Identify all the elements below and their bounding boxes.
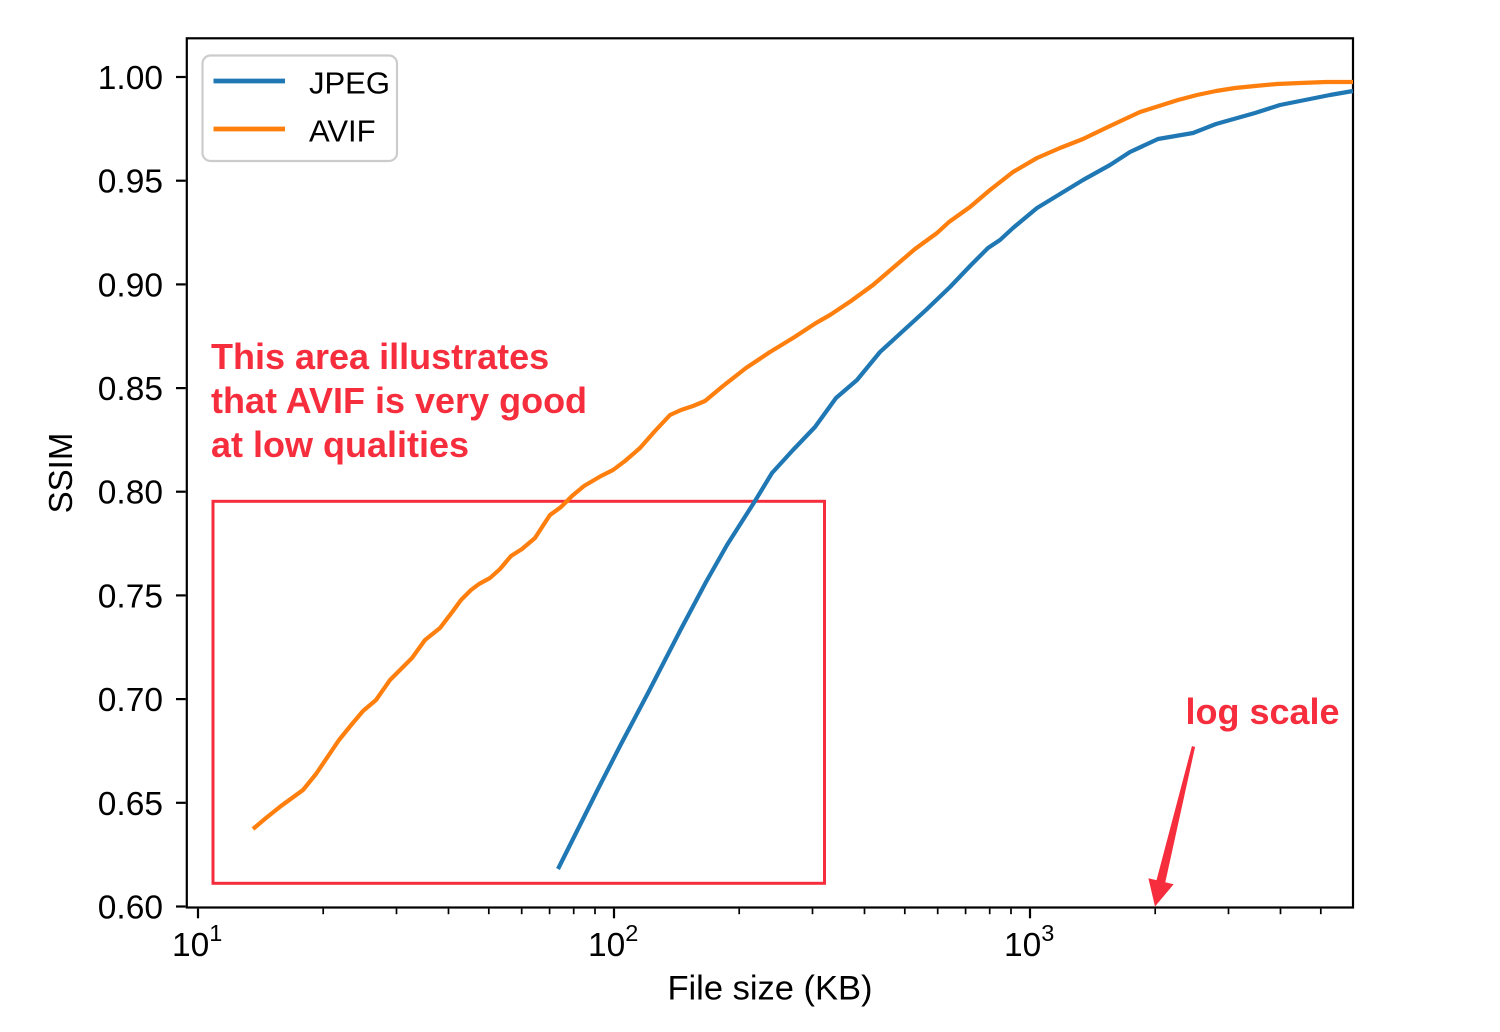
svg-text:AVIF: AVIF: [309, 114, 376, 149]
svg-text:0.95: 0.95: [98, 164, 163, 201]
svg-text:This area illustrates: This area illustrates: [211, 336, 549, 377]
svg-text:JPEG: JPEG: [309, 66, 390, 101]
svg-text:0.65: 0.65: [98, 786, 163, 823]
svg-text:at low qualities: at low qualities: [211, 424, 469, 465]
svg-text:0.60: 0.60: [98, 890, 163, 927]
svg-text:0.90: 0.90: [98, 267, 163, 304]
svg-text:1.00: 1.00: [98, 60, 163, 97]
svg-text:that AVIF is very good: that AVIF is very good: [211, 380, 587, 421]
svg-text:0.85: 0.85: [98, 371, 163, 408]
svg-text:0.75: 0.75: [98, 578, 163, 615]
svg-text:log scale: log scale: [1186, 691, 1340, 732]
svg-text:File size (KB): File size (KB): [667, 970, 872, 1008]
svg-text:0.70: 0.70: [98, 682, 163, 719]
svg-text:103: 103: [1004, 920, 1054, 964]
svg-text:0.80: 0.80: [98, 475, 163, 512]
svg-text:SSIM: SSIM: [42, 433, 79, 514]
